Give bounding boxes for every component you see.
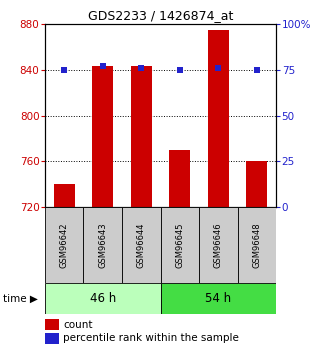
Bar [92, 67, 113, 207]
Bar [45, 207, 83, 283]
Bar [45, 283, 160, 314]
Bar [122, 207, 160, 283]
Text: GSM96642: GSM96642 [60, 222, 69, 268]
Text: GDS2233 / 1426874_at: GDS2233 / 1426874_at [88, 9, 233, 22]
Bar [54, 184, 75, 207]
Bar [45, 319, 59, 330]
Bar [199, 207, 238, 283]
Text: GSM96646: GSM96646 [214, 222, 223, 268]
Bar [208, 30, 229, 207]
Text: GSM96645: GSM96645 [175, 222, 184, 268]
Bar [238, 207, 276, 283]
Bar [160, 283, 276, 314]
Bar [246, 161, 267, 207]
Text: time ▶: time ▶ [3, 294, 38, 303]
Bar [169, 150, 190, 207]
Bar [160, 207, 199, 283]
Text: count: count [64, 319, 93, 329]
Bar [131, 67, 152, 207]
Text: GSM96643: GSM96643 [98, 222, 107, 268]
Text: 46 h: 46 h [90, 292, 116, 305]
Bar [83, 207, 122, 283]
Text: GSM96644: GSM96644 [137, 222, 146, 268]
Text: 54 h: 54 h [205, 292, 231, 305]
Bar [45, 333, 59, 344]
Text: GSM96648: GSM96648 [252, 222, 261, 268]
Text: percentile rank within the sample: percentile rank within the sample [64, 333, 239, 343]
